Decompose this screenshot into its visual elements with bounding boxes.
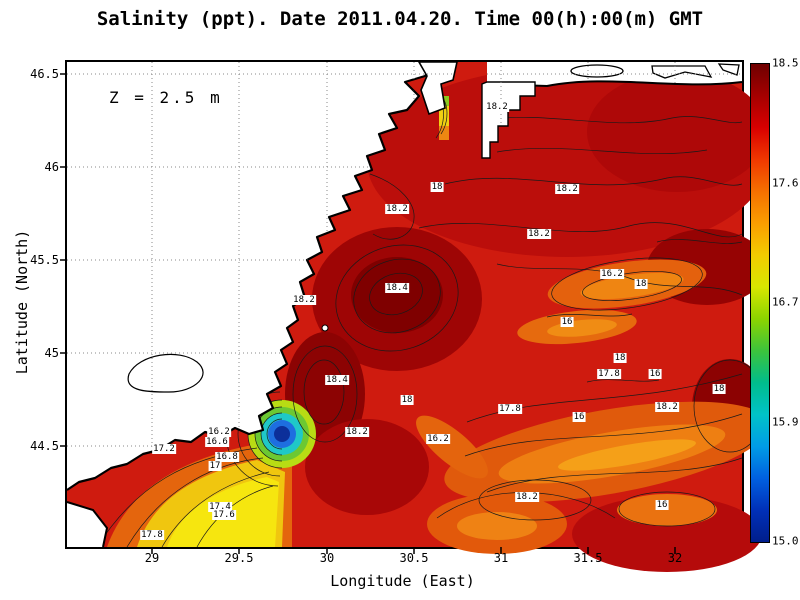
land-layer — [66, 61, 743, 548]
island-outline — [717, 63, 740, 76]
y-axis-label: Latitude (North) — [13, 229, 31, 375]
colorbar — [750, 63, 770, 543]
colorbar-tick-label: 15.9 — [772, 415, 799, 428]
coastline-southwest — [66, 501, 109, 548]
x-tick-label: 32 — [667, 551, 683, 565]
colorbar-tick-label: 16.7 — [772, 295, 799, 309]
peninsula-spur — [417, 61, 458, 116]
y-tick-label: 44.5 — [30, 439, 59, 453]
x-axis-label: Longitude (East) — [330, 572, 475, 590]
y-tick-label: 46.5 — [30, 67, 59, 81]
coastline — [66, 61, 436, 491]
depth-annotation: Z = 2.5 m — [109, 88, 223, 107]
plot-area: 18.2 18 18.2 18.2 18.2 16.2 18 18.4 18.2 16 18 17.8… — [30, 60, 770, 572]
colorbar-tick-label: 18.5 — [772, 56, 799, 70]
colorbar-tick-label: 17.6 — [772, 176, 799, 189]
y-tick-label: 45 — [44, 346, 59, 360]
coast-staircase — [481, 81, 536, 159]
x-tick-label: 30.5 — [399, 551, 429, 565]
contour-lines — [96, 91, 767, 548]
marker-layer — [321, 324, 329, 332]
coastline-north — [486, 80, 743, 88]
lagoon-outline — [127, 353, 204, 393]
chart-title: Salinity (ppt). Date 2011.04.20. Time 00… — [96, 8, 704, 30]
y-tick-label: 45.5 — [30, 253, 59, 267]
x-tick-label: 29.5 — [224, 551, 254, 565]
coastal-plume-north — [439, 96, 449, 140]
x-tick-label: 31 — [493, 551, 509, 565]
x-tick-label: 29 — [144, 551, 160, 565]
land-north-strip — [487, 62, 742, 86]
x-tick-label: 30 — [319, 551, 335, 565]
salinity-contour-map — [60, 61, 770, 572]
y-tick-label: 46 — [44, 160, 59, 174]
island-outline — [570, 64, 624, 78]
colorbar-tick-label: 15.0 — [772, 534, 799, 548]
land-southwest — [67, 502, 107, 547]
station-marker — [321, 324, 329, 332]
high-salinity-core — [351, 257, 443, 333]
x-tick-label: 31.5 — [573, 551, 603, 565]
tick-layer — [60, 73, 676, 554]
island-outline — [651, 65, 713, 79]
